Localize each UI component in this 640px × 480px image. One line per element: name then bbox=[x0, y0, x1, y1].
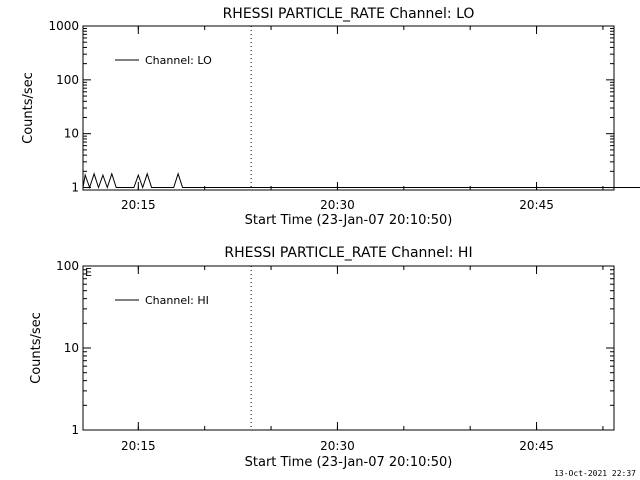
x-tick-label-0-0: 20:15 bbox=[121, 198, 156, 212]
series-line-0-0 bbox=[82, 172, 640, 190]
x-tick-label-0-1: 20:30 bbox=[320, 198, 355, 212]
y-tick-label-1-1: 10 bbox=[64, 341, 79, 355]
legend-label-0: Channel: LO bbox=[145, 54, 212, 67]
y-tick-label-1-0: 1 bbox=[71, 423, 79, 437]
x-tick-label-0-2: 20:45 bbox=[519, 198, 554, 212]
y-tick-label-0-2: 100 bbox=[56, 73, 79, 87]
y-axis-label-0: Counts/sec bbox=[21, 72, 36, 144]
plot-frame-1 bbox=[82, 265, 615, 431]
y-tick-label-0-0: 1 bbox=[71, 181, 79, 195]
y-tick-label-0-3: 1000 bbox=[48, 19, 79, 33]
x-tick-label-1-1: 20:30 bbox=[320, 439, 355, 453]
x-tick-label-1-0: 20:15 bbox=[121, 439, 156, 453]
plot-frame-0 bbox=[82, 25, 615, 191]
footer-timestamp: 13-Oct-2021 22:37 bbox=[554, 469, 636, 478]
event-marker-label-1-0: E bbox=[85, 266, 92, 279]
x-tick-label-1-2: 20:45 bbox=[519, 439, 554, 453]
y-tick-label-0-1: 10 bbox=[64, 127, 79, 141]
chart-title-1: RHESSI PARTICLE_RATE Channel: HI bbox=[224, 245, 472, 261]
legend-label-1: Channel: HI bbox=[145, 294, 209, 307]
y-axis-label-1: Counts/sec bbox=[29, 312, 44, 384]
chart-title-0: RHESSI PARTICLE_RATE Channel: LO bbox=[223, 6, 475, 22]
x-axis-label-1: Start Time (23-Jan-07 20:10:50) bbox=[245, 455, 453, 470]
x-axis-label-0: Start Time (23-Jan-07 20:10:50) bbox=[245, 213, 453, 228]
y-tick-label-1-2: 100 bbox=[56, 259, 79, 273]
